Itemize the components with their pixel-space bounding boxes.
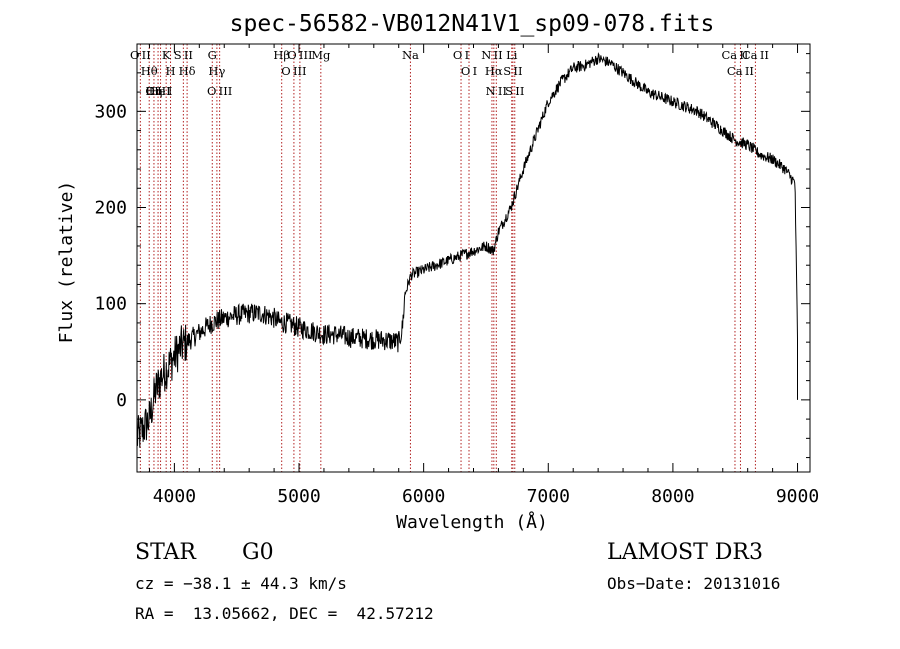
coordinates: RA = 13.05662, DEC = 42.57212 <box>135 604 434 623</box>
line-label: Hη <box>145 84 162 98</box>
line-label: S II <box>503 64 522 78</box>
x-tick-label: 4000 <box>153 486 196 507</box>
line-label: H <box>166 64 176 78</box>
line-label: Ca II <box>721 48 748 62</box>
x-axis-label: Wavelength (Å) <box>396 511 548 533</box>
line-label: He I <box>149 84 173 98</box>
line-label: O I <box>453 48 469 62</box>
line-label: O III <box>207 84 232 98</box>
line-label: Na <box>402 48 419 62</box>
x-tick-label: 5000 <box>277 486 320 507</box>
y-tick-label: 300 <box>94 101 127 122</box>
line-label: S II <box>505 84 524 98</box>
x-tick-label: 9000 <box>776 486 819 507</box>
line-label: N II <box>486 84 507 98</box>
line-label: O III <box>145 84 170 98</box>
line-label: Hδ <box>179 64 196 78</box>
line-label: K <box>162 48 171 62</box>
y-axis-ticks: 0 100 200 300 <box>94 53 810 459</box>
line-label: Li <box>506 48 518 62</box>
line-label: Ca II <box>727 64 754 78</box>
x-tick-label: 7000 <box>527 486 570 507</box>
y-tick-label: 0 <box>116 390 127 411</box>
line-marker-layer <box>139 44 756 472</box>
y-tick-label: 100 <box>94 294 127 315</box>
line-label: Ca II <box>742 48 769 62</box>
object-class: STAR <box>135 540 196 565</box>
observation-date: Obs−Date: 20131016 <box>607 574 781 593</box>
line-label: S II <box>174 48 193 62</box>
survey-name: LAMOST DR3 <box>607 540 763 565</box>
line-label: O I <box>461 64 477 78</box>
x-tick-label: 6000 <box>402 486 445 507</box>
y-tick-label: 200 <box>94 198 127 219</box>
x-tick-label: 8000 <box>651 486 694 507</box>
line-label: Hγ <box>208 64 225 78</box>
plot-frame <box>136 43 811 473</box>
spectrum-series-line <box>136 52 798 448</box>
object-subclass: G0 <box>242 540 274 565</box>
line-label: N II <box>481 48 502 62</box>
line-label: O III <box>281 64 306 78</box>
line-label: O II <box>130 48 151 62</box>
line-label: O III <box>287 48 312 62</box>
x-axis-ticks: 4000 5000 6000 7000 8000 9000 <box>148 44 819 507</box>
line-label: Hθ <box>141 64 158 78</box>
chart-title: spec-56582-VB012N41V1_sp09-078.fits <box>230 11 715 37</box>
line-label: Mg <box>311 48 331 62</box>
redshift-value: cz = −38.1 ± 44.3 km/s <box>135 574 347 593</box>
line-label: G <box>208 48 217 62</box>
line-label: Hβ <box>273 48 290 62</box>
line-label: Hα <box>485 64 503 78</box>
y-axis-label: Flux (relative) <box>56 181 77 344</box>
